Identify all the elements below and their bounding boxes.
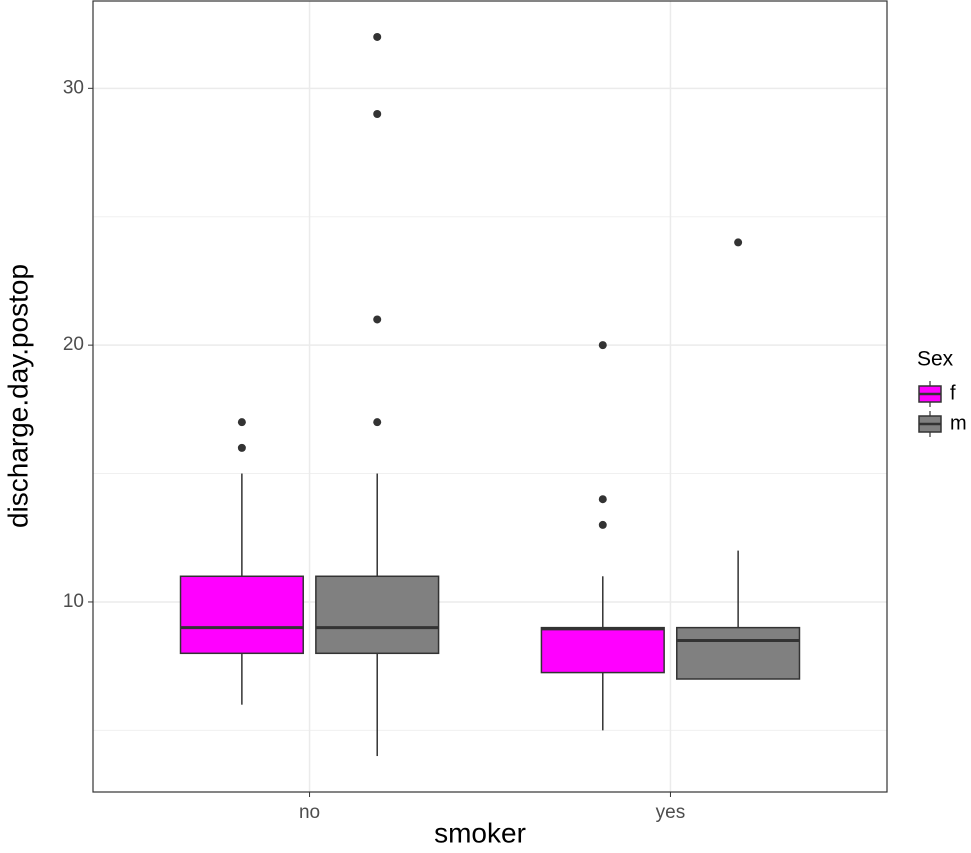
y-axis-title: discharge.day.postop (2, 264, 33, 528)
y-tick-label: 30 (63, 77, 84, 98)
x-axis-title: smoker (434, 817, 526, 848)
outlier (598, 341, 607, 350)
box-body (179, 575, 304, 655)
box-body (676, 626, 801, 680)
x-tick-label: no (299, 802, 320, 823)
outlier (598, 495, 607, 504)
outlier (598, 520, 607, 529)
outlier (373, 315, 382, 324)
box (179, 418, 304, 705)
box-body (315, 575, 440, 655)
legend-label: f (950, 382, 956, 404)
box-body (540, 626, 665, 674)
box (676, 238, 801, 680)
x-tick-label: yes (656, 802, 686, 823)
legend-label: m (950, 412, 967, 434)
outlier (237, 443, 246, 452)
outlier (237, 418, 246, 427)
legend-title: Sex (917, 348, 954, 371)
y-tick-label: 10 (63, 591, 84, 612)
y-tick-label: 20 (63, 334, 84, 355)
outlier (373, 418, 382, 427)
box (540, 341, 665, 731)
outlier (373, 32, 382, 41)
outlier (373, 110, 382, 118)
panel-border (92, 0, 888, 793)
outlier (734, 238, 743, 247)
box (315, 32, 440, 757)
